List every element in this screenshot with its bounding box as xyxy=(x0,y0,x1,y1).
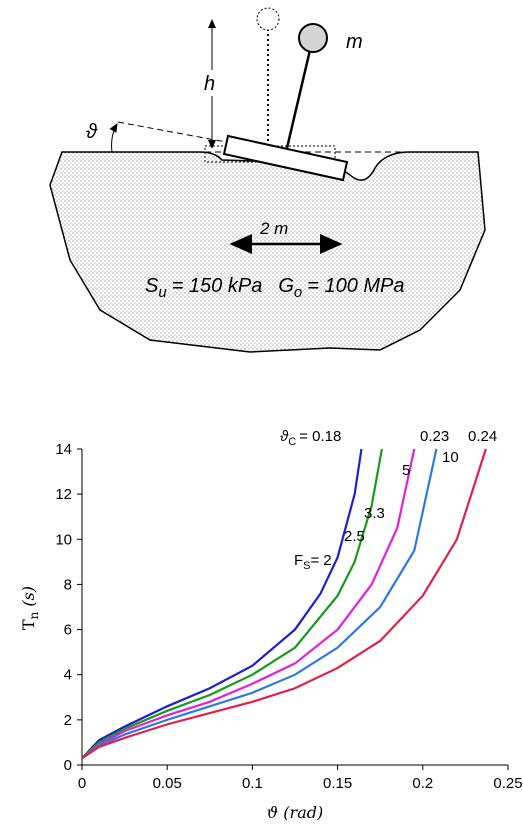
y-label-symbol: T xyxy=(19,619,38,630)
x-tick-label: 0.25 xyxy=(493,775,522,792)
rotation-arrow xyxy=(109,123,118,153)
y-tick-label: 12 xyxy=(55,486,72,503)
series-line xyxy=(81,448,383,760)
mass xyxy=(298,23,328,53)
y-tick-label: 4 xyxy=(64,667,72,684)
chart: ϑ (rad) Tn (s) ϑC = 0.18 0.23 0.24 0 2 4 6 8 10… xyxy=(19,428,523,822)
su-symbol: S xyxy=(145,275,159,297)
y-label-unit: (s) xyxy=(19,586,38,607)
critical-rotation-label: 0.24 xyxy=(468,428,497,445)
series-label: 10 xyxy=(442,449,459,466)
critical-symbol: ϑ xyxy=(280,428,289,445)
y-tick-label: 0 xyxy=(64,757,72,774)
original-mass xyxy=(256,7,280,31)
fs-symbol: F xyxy=(294,552,303,569)
x-tick-label: 0.2 xyxy=(412,775,433,792)
y-label-sub: n xyxy=(27,611,41,619)
series-label: 2.5 xyxy=(344,528,365,545)
height-label: h xyxy=(204,73,215,95)
width-label: 2 m xyxy=(259,219,288,238)
y-tick-label: 14 xyxy=(55,441,72,458)
y-tick-label: 10 xyxy=(55,531,72,548)
y-tick-label: 2 xyxy=(64,712,72,729)
diagram: m h ϑ 2 m Su = 150 kPa Go = 100 MPa xyxy=(49,7,486,353)
series-line xyxy=(81,448,363,759)
footing xyxy=(222,134,349,182)
series-line xyxy=(81,448,487,760)
rod xyxy=(285,49,312,149)
series-name: 2 xyxy=(323,552,331,569)
x-tick-label: 0 xyxy=(78,775,86,792)
critical-rotation-label: ϑC = 0.18 xyxy=(280,428,341,448)
y-tick-label: 6 xyxy=(64,622,72,639)
series-line xyxy=(81,448,416,760)
rotated-line xyxy=(117,121,227,143)
critical-sub: C xyxy=(288,436,296,448)
y-axis-label: Tn (s) xyxy=(19,586,41,630)
series-label: 5 xyxy=(402,462,410,479)
soil xyxy=(49,151,486,353)
fs-sub: S xyxy=(303,560,310,572)
su-sub: u xyxy=(158,284,167,301)
y-tick-label: 8 xyxy=(64,576,72,593)
series-label: 3.3 xyxy=(364,505,385,522)
go-value: = 100 MPa xyxy=(307,275,404,297)
fs-eq: = xyxy=(311,552,320,569)
x-tick-label: 0.15 xyxy=(323,775,352,792)
mass-label: m xyxy=(346,31,363,53)
x-axis-label: ϑ (rad) xyxy=(267,803,323,822)
su-value: = 150 kPa xyxy=(172,275,263,297)
x-tick-label: 0.05 xyxy=(153,775,182,792)
series-line xyxy=(81,448,438,760)
soil-properties: Su = 150 kPa Go = 100 MPa xyxy=(145,275,405,301)
go-sub: o xyxy=(294,284,302,301)
rotation-label: ϑ xyxy=(86,121,98,143)
series-label: FS= 2 xyxy=(294,552,332,572)
critical-rotation-label: 0.23 xyxy=(420,428,449,445)
go-symbol: G xyxy=(278,275,294,297)
critical-value: = 0.18 xyxy=(299,428,341,445)
x-tick-label: 0.1 xyxy=(242,775,263,792)
